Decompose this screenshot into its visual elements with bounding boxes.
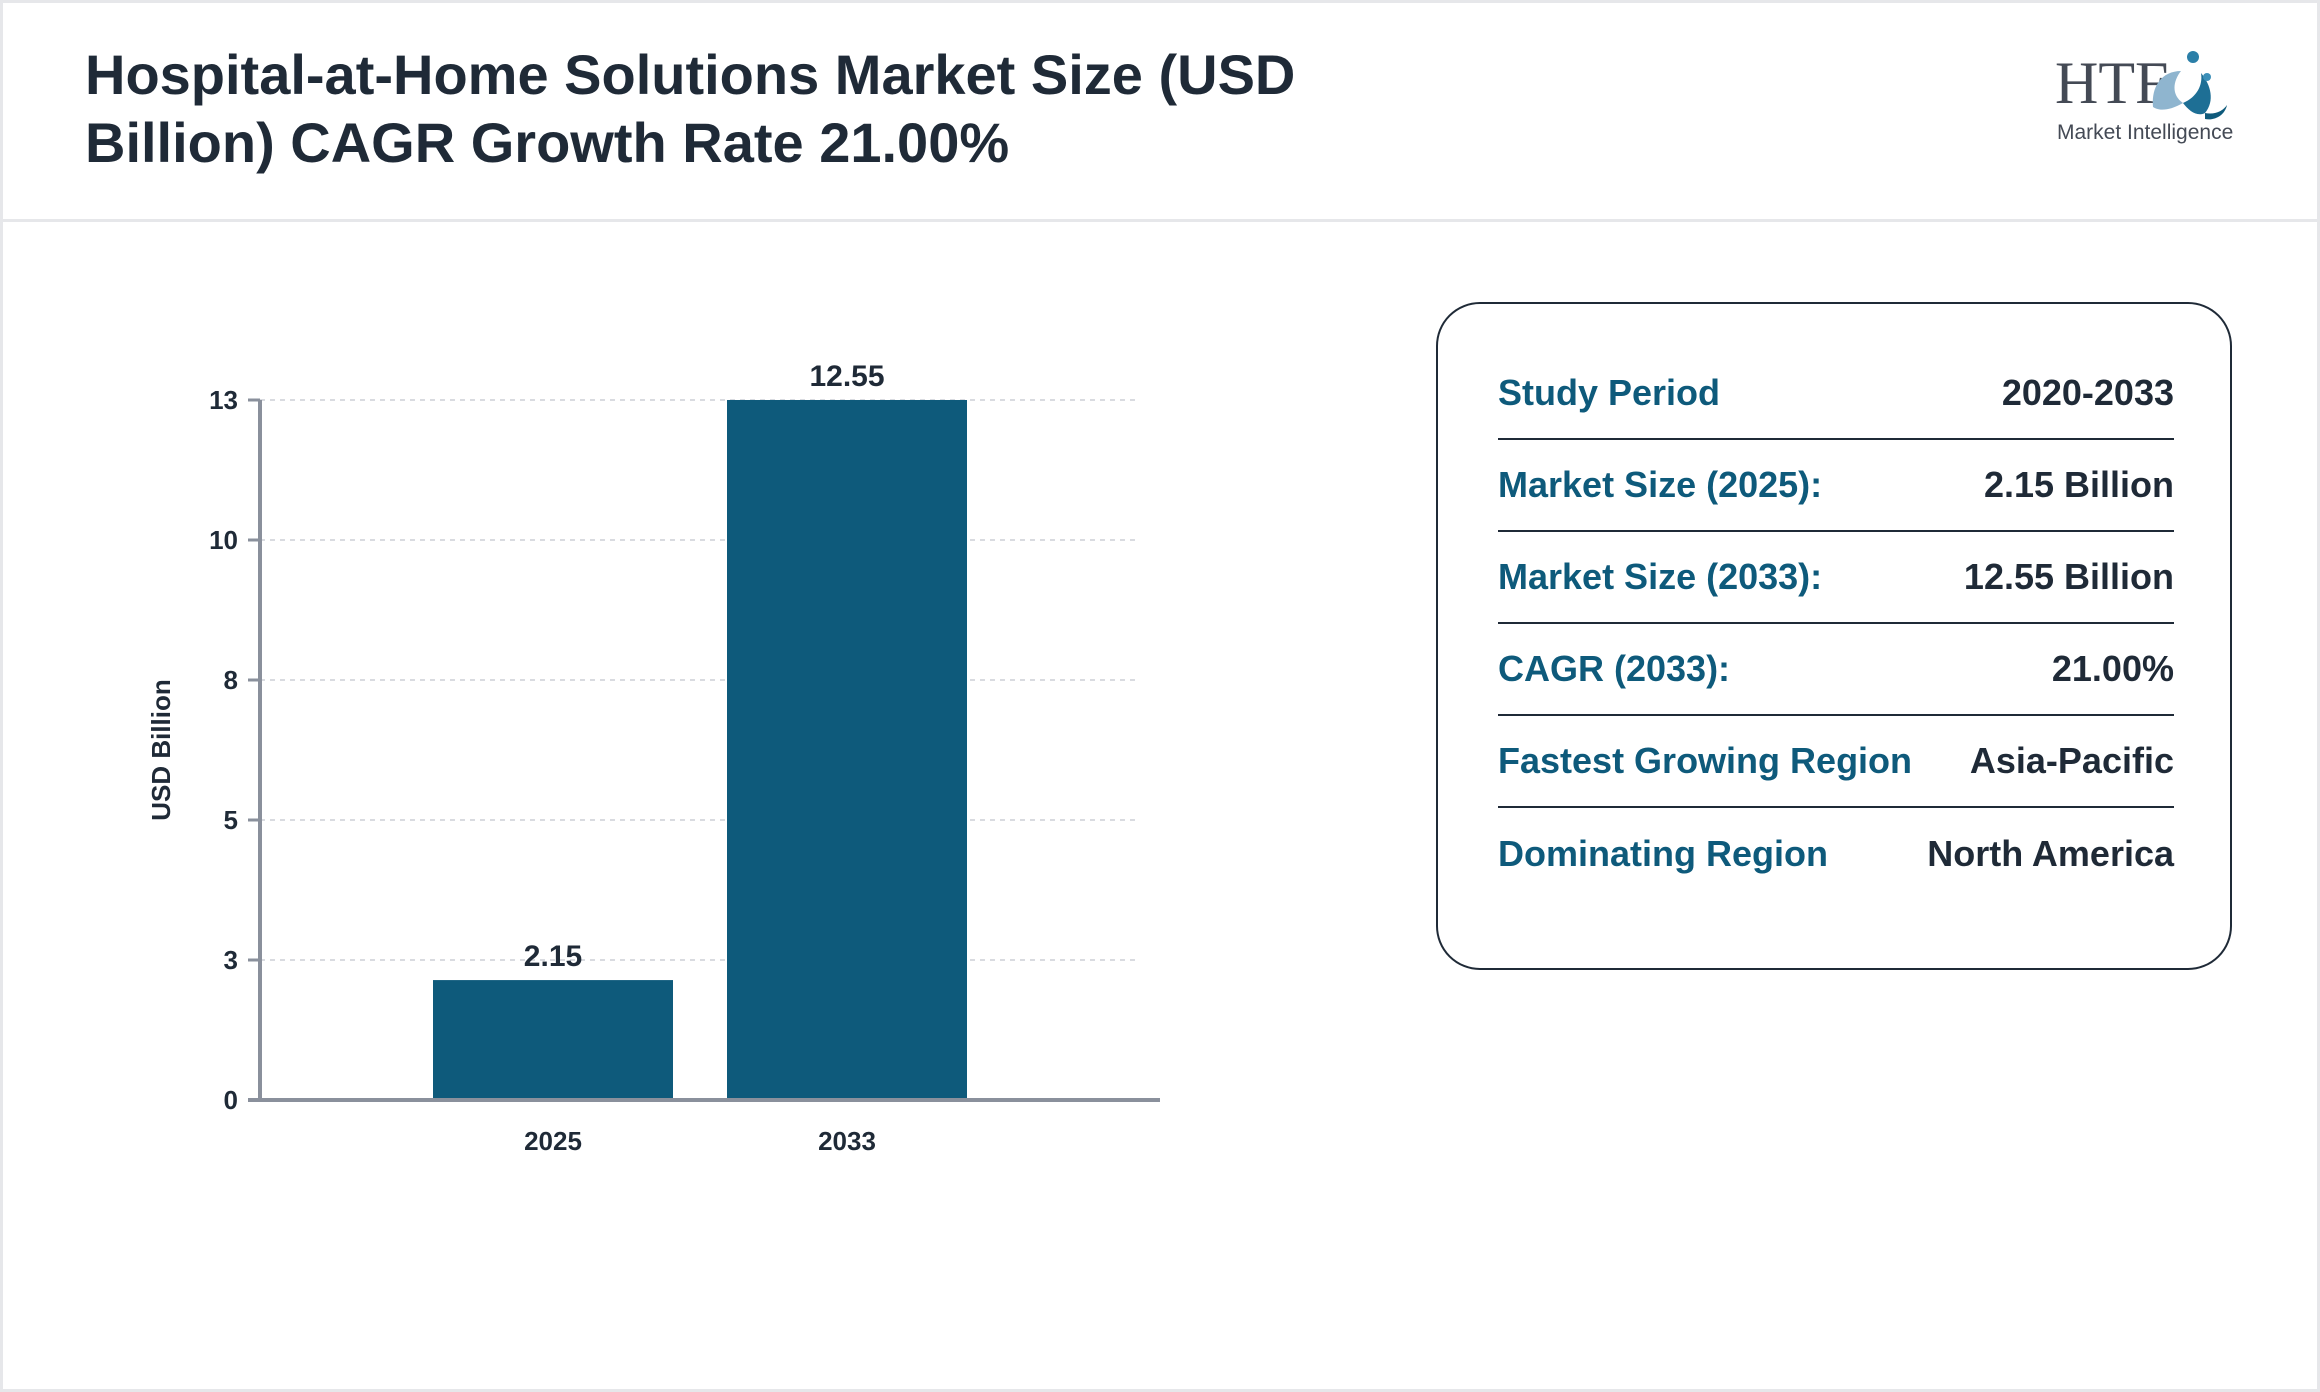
- grid-layer: [260, 399, 1138, 961]
- info-value: 21.00%: [2051, 648, 2174, 689]
- y-tick-label: 5: [224, 805, 238, 835]
- bar-chart-svg: 0 3 5 8 10 13 2.15 2025 12.55 2033 USD Billion: [146, 360, 1160, 1156]
- y-tick-label: 3: [224, 945, 238, 975]
- x-tick-label: 2025: [524, 1126, 582, 1156]
- header: Hospital-at-Home Solutions Market Size (…: [3, 3, 2317, 222]
- logo-brand-text: HTF: [2055, 50, 2168, 116]
- bar-2033: [727, 400, 967, 1100]
- y-tick-label: 13: [209, 385, 238, 415]
- info-label: Market Size (2025):: [1498, 464, 1823, 505]
- y-tick-label: 10: [209, 525, 238, 555]
- market-info-card: Study Period 2020-2033 Market Size (2025…: [1436, 302, 2232, 970]
- logo-swirl-icon: [2152, 51, 2227, 120]
- bars-layer: [433, 400, 967, 1100]
- htf-logo: HTF Market Intelligence: [2055, 41, 2245, 149]
- info-value: Asia-Pacific: [1969, 740, 2174, 781]
- info-value: 2.15 Billion: [1983, 464, 2174, 505]
- y-tick-label: 8: [224, 665, 238, 695]
- logo-subtitle-text: Market Intelligence: [2057, 121, 2233, 144]
- bar-2025: [433, 980, 673, 1100]
- info-label: Study Period: [1498, 372, 1721, 413]
- info-label: Market Size (2033):: [1498, 556, 1823, 597]
- bar-chart: 0 3 5 8 10 13 2.15 2025 12.55 2033 USD Billion: [120, 340, 1180, 1180]
- bar-data-label: 12.55: [809, 360, 884, 393]
- ticks-layer: 0 3 5 8 10 13: [209, 385, 260, 1115]
- info-row-fastest-growing-region: Fastest Growing Region Asia-Pacific: [1498, 716, 2174, 808]
- y-tick-label: 0: [224, 1085, 238, 1115]
- info-value: 12.55 Billion: [1963, 556, 2174, 597]
- info-label: Fastest Growing Region: [1498, 740, 1913, 781]
- info-row-cagr: CAGR (2033): 21.00%: [1498, 624, 2174, 716]
- axis-layer: [248, 400, 1160, 1102]
- htf-logo-mark: HTF Market Intelligence: [2055, 50, 2233, 144]
- info-row-market-size-2025: Market Size (2025): 2.15 Billion: [1498, 440, 2174, 532]
- info-label: Dominating Region: [1498, 833, 1828, 874]
- info-row-dominating-region: Dominating Region North America: [1498, 808, 2174, 900]
- page-title: Hospital-at-Home Solutions Market Size (…: [85, 43, 1296, 174]
- info-row-market-size-2033: Market Size (2033): 12.55 Billion: [1498, 532, 2174, 624]
- y-axis-title: USD Billion: [146, 679, 176, 821]
- info-label: CAGR (2033):: [1498, 648, 1731, 689]
- bar-data-label: 2.15: [524, 940, 582, 973]
- labels-layer: 2.15 2025 12.55 2033: [524, 360, 885, 1156]
- x-tick-label: 2033: [818, 1126, 876, 1156]
- info-row-study-period: Study Period 2020-2033: [1498, 348, 2174, 440]
- info-value: North America: [1927, 833, 2174, 874]
- info-value: 2020-2033: [2001, 372, 2174, 413]
